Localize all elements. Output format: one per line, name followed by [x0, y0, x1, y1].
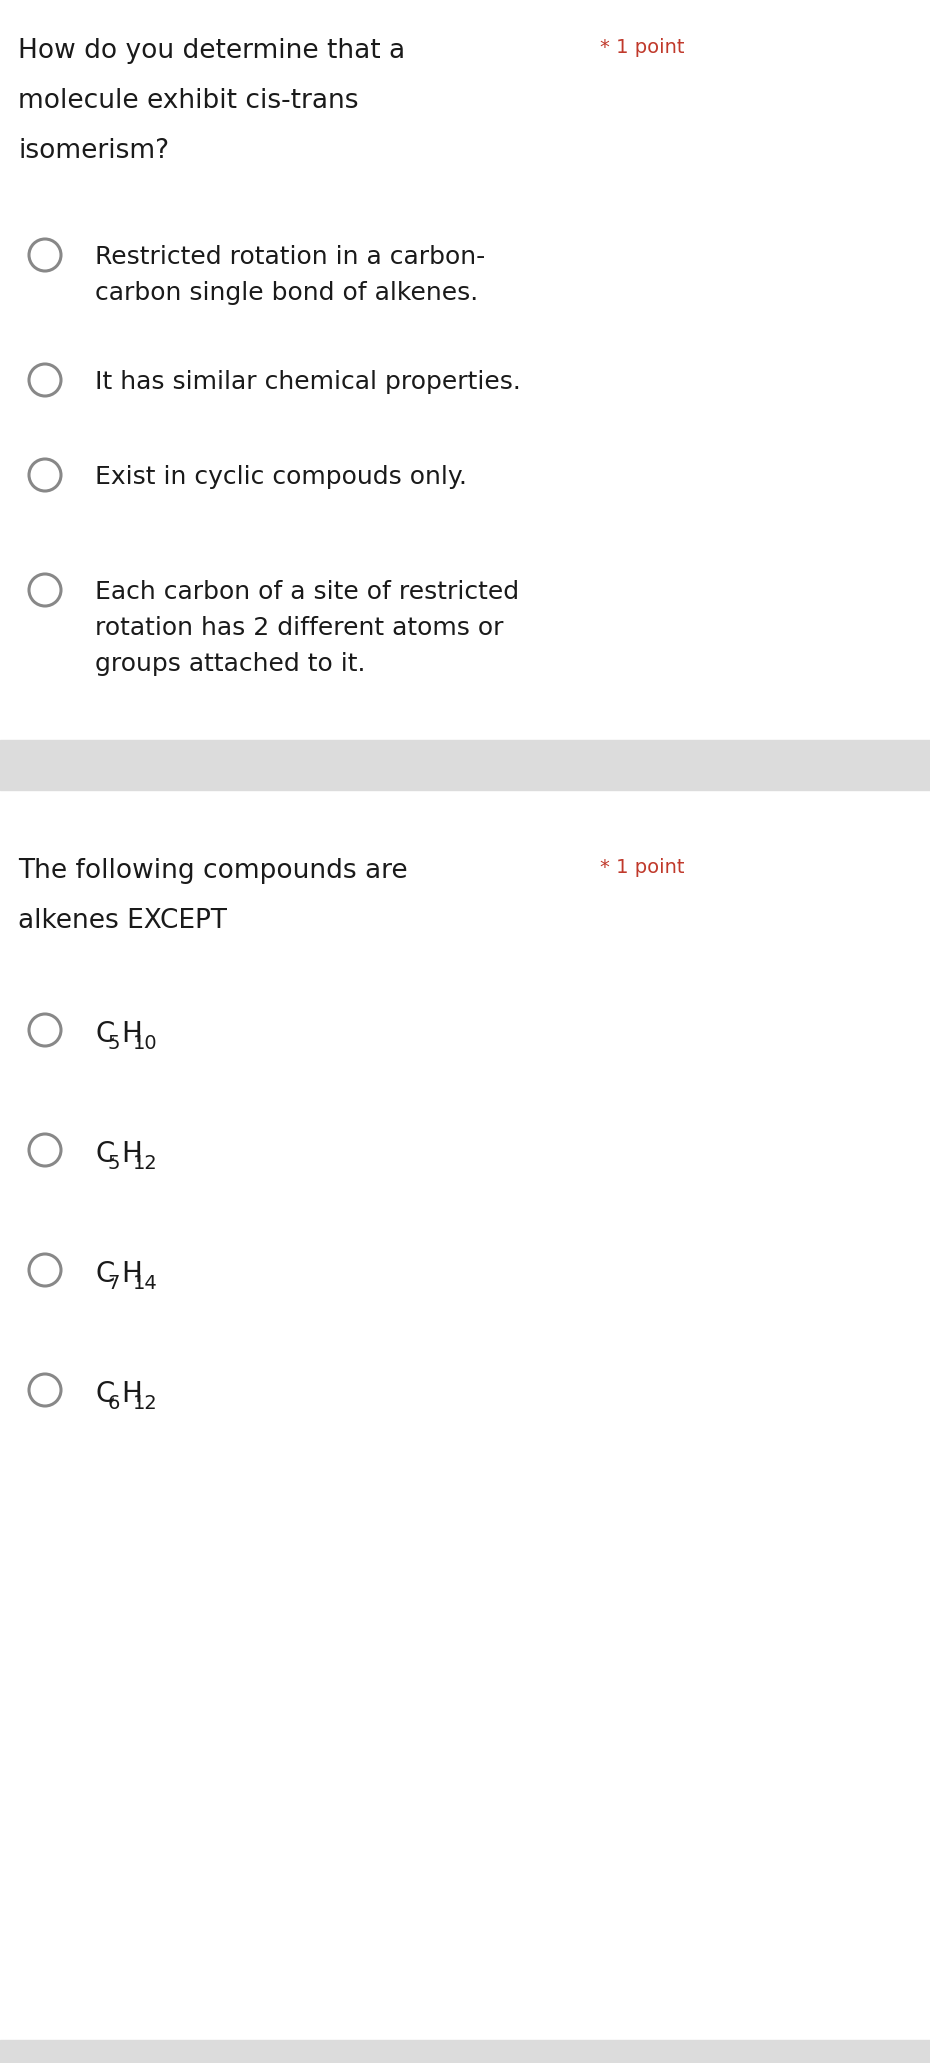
Text: * 1 point: * 1 point [600, 37, 684, 58]
Text: H: H [121, 1260, 141, 1287]
Text: It has similar chemical properties.: It has similar chemical properties. [95, 369, 521, 394]
Text: rotation has 2 different atoms or: rotation has 2 different atoms or [95, 617, 503, 640]
Text: 6: 6 [108, 1395, 120, 1413]
Bar [0, 2040, 930, 2063]
Text: 10: 10 [133, 1034, 158, 1052]
Text: * 1 point: * 1 point [600, 858, 684, 877]
Text: H: H [121, 1141, 141, 1168]
Text: 7: 7 [108, 1275, 120, 1294]
Text: C: C [95, 1380, 114, 1409]
Text: 5: 5 [108, 1153, 120, 1174]
Text: Exist in cyclic compouds only.: Exist in cyclic compouds only. [95, 464, 467, 489]
Text: C: C [95, 1019, 114, 1048]
Text: alkenes EXCEPT: alkenes EXCEPT [18, 908, 227, 935]
Text: 14: 14 [133, 1275, 158, 1294]
Text: Restricted rotation in a carbon-: Restricted rotation in a carbon- [95, 245, 485, 268]
Text: isomerism?: isomerism? [18, 138, 169, 163]
Text: How do you determine that a: How do you determine that a [18, 37, 405, 64]
Text: H: H [121, 1019, 141, 1048]
Bar [0, 741, 930, 790]
Text: H: H [121, 1380, 141, 1409]
Text: C: C [95, 1141, 114, 1168]
Text: molecule exhibit cis-trans: molecule exhibit cis-trans [18, 89, 358, 113]
Text: 5: 5 [108, 1034, 120, 1052]
Text: Each carbon of a site of restricted: Each carbon of a site of restricted [95, 580, 519, 604]
Text: The following compounds are: The following compounds are [18, 858, 407, 885]
Text: carbon single bond of alkenes.: carbon single bond of alkenes. [95, 281, 478, 305]
Text: 12: 12 [133, 1395, 158, 1413]
Text: C: C [95, 1260, 114, 1287]
Text: 12: 12 [133, 1153, 158, 1174]
Text: groups attached to it.: groups attached to it. [95, 652, 365, 677]
